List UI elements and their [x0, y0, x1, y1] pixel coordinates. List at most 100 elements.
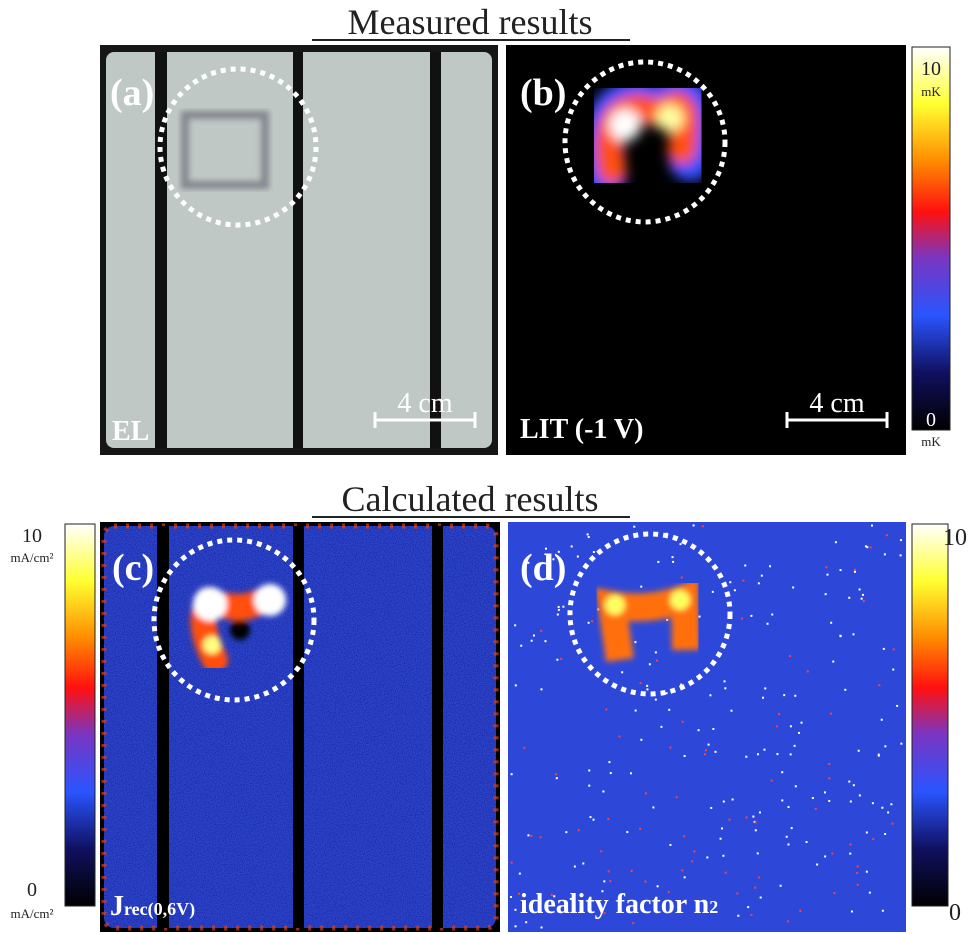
colorbar-min: 0 [926, 409, 936, 431]
speck [883, 553, 886, 556]
edge-hotspots [101, 523, 499, 931]
speck [573, 865, 576, 868]
speck [701, 525, 704, 528]
speck [724, 687, 727, 690]
speck [752, 815, 755, 818]
speck [605, 708, 608, 711]
panel-caption: ideality factor n2 [520, 889, 718, 920]
speck [789, 725, 792, 728]
speck [792, 586, 795, 589]
speck [697, 729, 700, 732]
speck [607, 817, 610, 820]
speck [882, 647, 885, 650]
speck [794, 785, 797, 788]
speck [557, 605, 560, 608]
speck [571, 899, 574, 902]
speck [799, 909, 802, 912]
speck [592, 818, 595, 821]
speck [862, 600, 865, 603]
speck [786, 920, 789, 923]
speck [779, 884, 782, 887]
speck [557, 550, 560, 553]
scale-bar-label: 4 cm [809, 388, 864, 419]
speck [600, 850, 603, 853]
speck [830, 621, 833, 624]
speck [884, 745, 887, 748]
speck [589, 816, 592, 819]
speck [630, 869, 633, 872]
speck [527, 561, 530, 564]
speck [758, 811, 761, 814]
panel-label: (a) [110, 72, 154, 114]
speck [672, 560, 675, 563]
speck [892, 648, 895, 651]
speck [665, 692, 668, 695]
speck [860, 597, 863, 600]
speck [763, 748, 766, 751]
speck [856, 871, 859, 874]
speck [556, 613, 559, 616]
speck [789, 753, 792, 756]
speck [829, 712, 832, 715]
speck [654, 698, 657, 701]
speck [794, 694, 797, 697]
speck [832, 660, 835, 663]
speck [691, 860, 694, 863]
busbar [430, 52, 441, 448]
speck [675, 796, 678, 799]
speck [854, 568, 857, 571]
speck [750, 913, 753, 916]
speck [520, 644, 523, 647]
speck [811, 797, 814, 800]
speck [652, 806, 655, 809]
speck [683, 835, 686, 838]
speck [858, 588, 861, 591]
colorbar-unit: mA/cm² [11, 906, 54, 921]
caption-main: J [110, 891, 124, 922]
speck [704, 749, 707, 752]
highlight-circle [562, 59, 728, 225]
colorbar-max: 10 [22, 525, 42, 547]
speck [899, 554, 902, 557]
speck [655, 659, 658, 662]
speck [900, 742, 903, 745]
speck [527, 834, 530, 837]
speck [800, 721, 803, 724]
speck [757, 876, 760, 879]
speck [570, 545, 573, 548]
busbar [293, 52, 303, 448]
panel-caption: EL [112, 416, 149, 447]
speck [618, 735, 621, 738]
speck [603, 880, 606, 883]
speck [591, 620, 594, 623]
panel-caption: LIT (-1 V) [520, 414, 643, 445]
speck [729, 581, 732, 584]
panel-b: (b) LIT (-1 V) 4 cm 10 mK 0 mK [506, 45, 951, 455]
section-title: Measured results [348, 2, 593, 42]
speck [510, 773, 513, 776]
speck [692, 524, 695, 527]
speck [831, 852, 834, 855]
speck [706, 856, 709, 859]
speck [666, 618, 669, 621]
speck [754, 886, 757, 889]
speck [891, 822, 894, 825]
speck [722, 800, 725, 803]
speck [530, 834, 533, 837]
speck [698, 615, 701, 618]
speck [781, 799, 784, 802]
speck [856, 865, 859, 868]
speck [737, 914, 740, 917]
speck [745, 755, 748, 758]
speck [823, 791, 826, 794]
speck [681, 869, 684, 872]
speck [510, 895, 513, 898]
speck [640, 738, 643, 741]
busbar [432, 526, 443, 928]
speck [514, 684, 517, 687]
speck [669, 746, 672, 749]
speck [544, 640, 547, 643]
speck [849, 852, 852, 855]
speck [556, 658, 559, 661]
